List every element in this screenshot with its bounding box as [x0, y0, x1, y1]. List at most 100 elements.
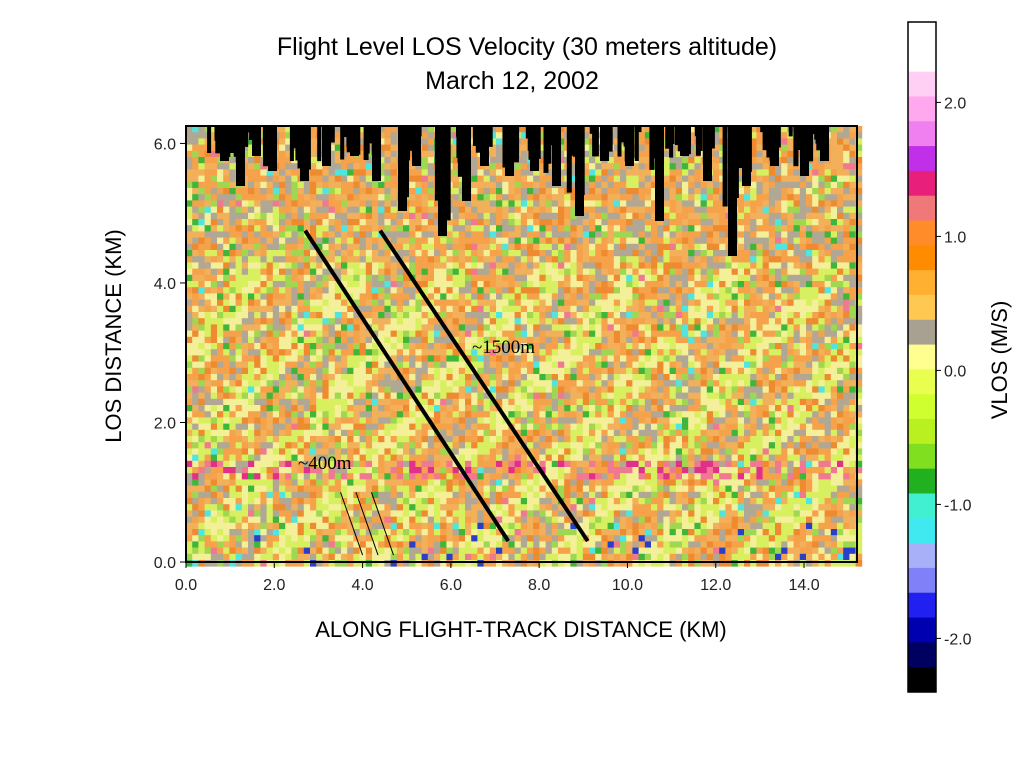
- heatmap-cell: [248, 324, 255, 331]
- heatmap-cell: [198, 256, 205, 263]
- heatmap-cell: [471, 287, 478, 294]
- heatmap-cell: [651, 293, 658, 300]
- heatmap-cell: [235, 318, 243, 325]
- heatmap-cell: [651, 312, 658, 319]
- heatmap-cell: [700, 293, 708, 300]
- heatmap-cell: [520, 132, 528, 139]
- heatmap-cell: [365, 361, 373, 369]
- heatmap-cell: [390, 392, 398, 400]
- heatmap-cell: [775, 380, 782, 387]
- heatmap-cell: [229, 405, 236, 412]
- heatmap-cell: [359, 299, 367, 307]
- heatmap-cell: [396, 398, 404, 406]
- heatmap-cell: [279, 175, 286, 183]
- heatmap-cell: [818, 200, 825, 207]
- heatmap-cell: [812, 274, 819, 282]
- heatmap-cell: [384, 256, 391, 263]
- heatmap-cell: [539, 231, 546, 238]
- heatmap-cell: [818, 330, 825, 338]
- heatmap-cell: [737, 274, 745, 282]
- heatmap-cell: [427, 243, 435, 251]
- heatmap-cell: [471, 262, 478, 269]
- heatmap-cell: [452, 188, 460, 195]
- heatmap-cell: [601, 181, 608, 189]
- heatmap-cell: [582, 312, 590, 319]
- heatmap-cell: [613, 231, 621, 238]
- heatmap-cell: [688, 274, 695, 282]
- heatmap-cell: [415, 405, 422, 412]
- heatmap-cell: [452, 405, 460, 412]
- heatmap-cell: [595, 163, 602, 170]
- heatmap-cell: [731, 299, 739, 307]
- heatmap-cell: [744, 243, 751, 251]
- heatmap-cell: [818, 194, 825, 201]
- heatmap-cell: [737, 343, 745, 350]
- heatmap-cell: [830, 268, 838, 276]
- chart-title: Flight Level LOS Velocity (30 meters alt…: [277, 33, 777, 61]
- heatmap-cell: [620, 256, 627, 263]
- heatmap-cell: [533, 256, 540, 263]
- heatmap-cell: [477, 194, 484, 201]
- heatmap-cell: [787, 367, 794, 375]
- heatmap-cell: [551, 367, 559, 375]
- heatmap-cell: [390, 336, 398, 344]
- heatmap-cell: [297, 188, 305, 195]
- heatmap-cell: [601, 237, 608, 245]
- heatmap-cell: [341, 268, 348, 276]
- heatmap-cell: [775, 330, 782, 338]
- heatmap-cell: [217, 206, 224, 214]
- heatmap-cell: [651, 405, 658, 412]
- heatmap-cell: [626, 231, 633, 238]
- heatmap-cell: [347, 250, 354, 257]
- heatmap-cell: [675, 324, 683, 331]
- heatmap-cell: [781, 181, 788, 189]
- heatmap-cell: [384, 367, 391, 375]
- heatmap-cell: [837, 281, 844, 288]
- heatmap-cell: [626, 336, 633, 344]
- heatmap-cell: [812, 212, 819, 220]
- heatmap-cell: [775, 324, 782, 331]
- heatmap-cell: [266, 367, 274, 375]
- heatmap-cell: [564, 237, 571, 245]
- heatmap-cell: [781, 330, 788, 338]
- heatmap-cell: [775, 305, 782, 313]
- heatmap-cell: [750, 231, 757, 238]
- heatmap-cell: [210, 367, 218, 375]
- heatmap-cell: [539, 150, 546, 158]
- heatmap-cell: [750, 169, 757, 176]
- heatmap-cell: [409, 386, 416, 393]
- heatmap-cell: [316, 212, 323, 220]
- heatmap-cell: [272, 225, 280, 232]
- heatmap-cell: [855, 126, 863, 133]
- heatmap-cell: [489, 175, 497, 183]
- heatmap-cell: [657, 305, 664, 313]
- heatmap-cell: [297, 336, 305, 344]
- heatmap-cell: [700, 367, 708, 375]
- heatmap-cell: [235, 262, 243, 269]
- heatmap-cell: [198, 274, 205, 282]
- heatmap-cell: [849, 194, 856, 201]
- heatmap-cell: [806, 262, 813, 269]
- heatmap-cell: [682, 330, 689, 338]
- heatmap-cell: [303, 318, 311, 325]
- heatmap-cell: [303, 386, 311, 393]
- heatmap-cell: [334, 163, 342, 170]
- heatmap-cell: [762, 367, 770, 375]
- heatmap-cell: [843, 219, 850, 226]
- heatmap-cell: [217, 287, 224, 294]
- heatmap-cell: [229, 274, 236, 282]
- heatmap-cell: [527, 405, 534, 412]
- heatmap-cell: [713, 206, 720, 214]
- heatmap-cell: [297, 206, 305, 214]
- heatmap-cell: [465, 343, 472, 350]
- heatmap-cell: [458, 330, 466, 338]
- heatmap-cell: [533, 188, 540, 195]
- heatmap-cell: [713, 175, 720, 183]
- heatmap-cell: [446, 225, 453, 232]
- heatmap-cell: [427, 367, 435, 375]
- heatmap-cell: [551, 225, 559, 232]
- heatmap-cell: [272, 219, 280, 226]
- heatmap-cell: [806, 274, 813, 282]
- heatmap-cell: [657, 237, 664, 245]
- heatmap-cell: [496, 299, 503, 307]
